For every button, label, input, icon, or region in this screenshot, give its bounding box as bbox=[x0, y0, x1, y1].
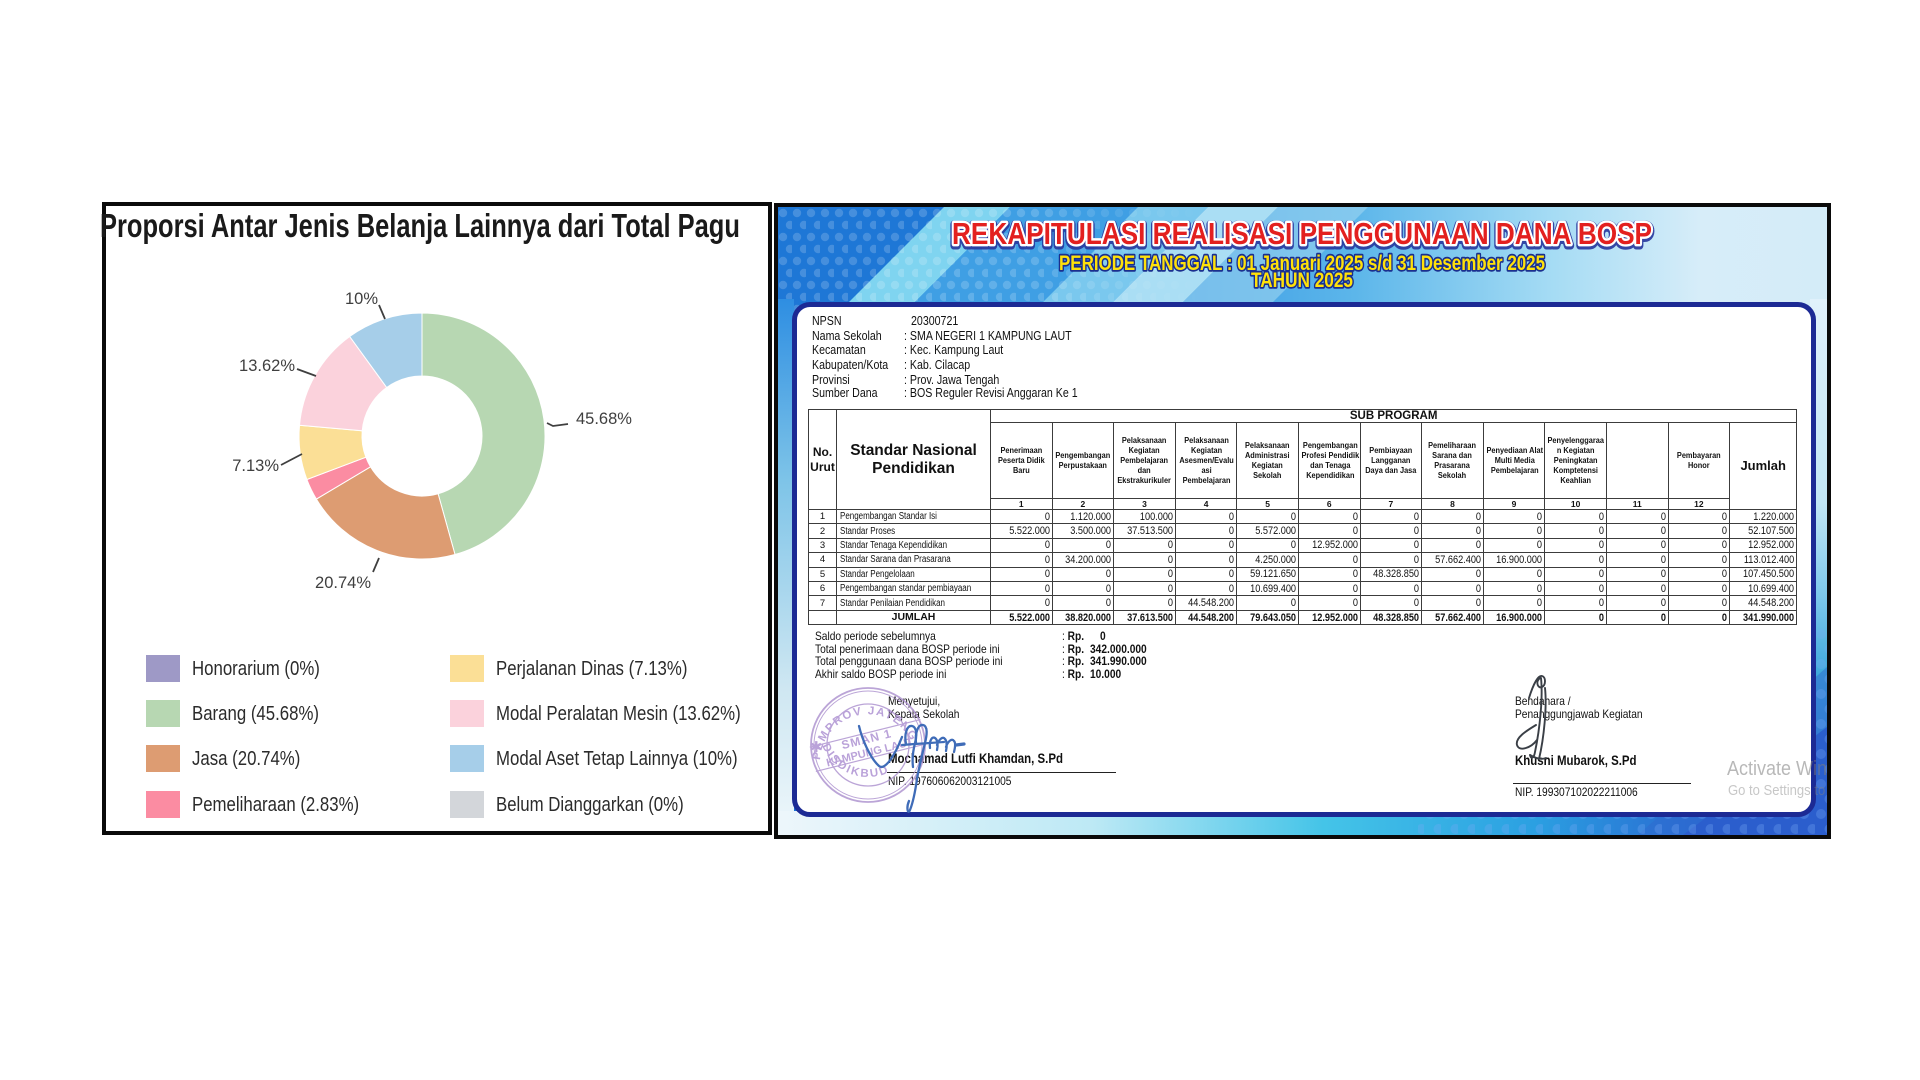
svg-text:13.62%: 13.62% bbox=[239, 357, 295, 375]
svg-text:TAHUN 2025: TAHUN 2025 bbox=[1251, 269, 1353, 292]
svg-text:10%: 10% bbox=[345, 290, 378, 308]
svg-text:REKAPITULASI REALISASI PENGGUN: REKAPITULASI REALISASI PENGGUNAAN DANA B… bbox=[952, 218, 1652, 253]
svg-text:PERIODE TANGGAL : 01 Januari 2: PERIODE TANGGAL : 01 Januari 2025 s/d 31… bbox=[1059, 252, 1545, 275]
svg-text:45.68%: 45.68% bbox=[576, 410, 632, 428]
svg-text:7.13%: 7.13% bbox=[232, 457, 279, 475]
svg-text:20.74%: 20.74% bbox=[315, 574, 371, 592]
svg-text:REKAPITULASI REALISASI PENGGUN: REKAPITULASI REALISASI PENGGUNAAN DANA B… bbox=[952, 216, 1652, 251]
